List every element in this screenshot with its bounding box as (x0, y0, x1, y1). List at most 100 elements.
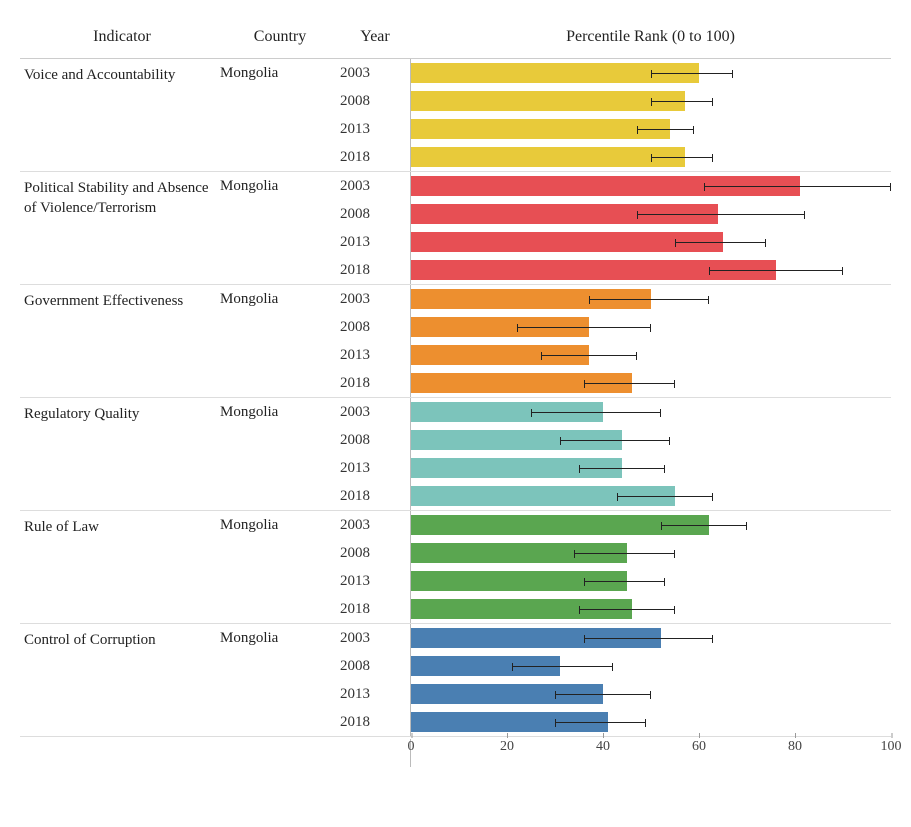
bar-track (410, 59, 891, 87)
year-label: 2003 (340, 404, 410, 421)
error-bar (709, 270, 843, 271)
x-axis: 020406080100 (20, 739, 891, 767)
governance-chart: Indicator Country Year Percentile Rank (… (20, 20, 891, 767)
data-row: 2013 (340, 680, 891, 708)
error-bar (555, 722, 646, 723)
data-row: 2003 (340, 285, 891, 313)
year-label: 2013 (340, 460, 410, 477)
bar (411, 119, 670, 139)
country-label: Mongolia (220, 624, 340, 736)
bar-track (410, 708, 891, 736)
data-row: 2008 (340, 652, 891, 680)
year-label: 2013 (340, 234, 410, 251)
error-bar (512, 666, 613, 667)
data-row: 2008 (340, 313, 891, 341)
bar-track (410, 539, 891, 567)
axis-track: 020406080100 (410, 739, 891, 767)
year-label: 2018 (340, 601, 410, 618)
indicator-label: Regulatory Quality (20, 398, 220, 510)
indicator-group: Rule of LawMongolia2003200820132018 (20, 511, 891, 624)
error-bar (560, 440, 670, 441)
indicator-label: Voice and Accountability (20, 59, 220, 171)
group-rows: 2003 2008 2013 2018 (340, 624, 891, 736)
error-bar (637, 214, 805, 215)
year-label: 2018 (340, 375, 410, 392)
bar-track (410, 595, 891, 623)
error-bar (517, 327, 651, 328)
year-label: 2018 (340, 262, 410, 279)
bar-track (410, 87, 891, 115)
bar-track (410, 228, 891, 256)
data-row: 2008 (340, 539, 891, 567)
year-label: 2008 (340, 658, 410, 675)
bar-track (410, 511, 891, 539)
error-bar (637, 129, 695, 130)
year-label: 2008 (340, 206, 410, 223)
indicator-group: Control of CorruptionMongolia20032008201… (20, 624, 891, 737)
bar-track (410, 256, 891, 284)
error-bar (651, 73, 733, 74)
year-label: 2013 (340, 347, 410, 364)
data-row: 2008 (340, 426, 891, 454)
group-rows: 2003 2008 2013 2018 (340, 59, 891, 171)
group-rows: 2003 2008 2013 2018 (340, 172, 891, 284)
error-bar (584, 581, 666, 582)
data-row: 2018 (340, 482, 891, 510)
data-row: 2018 (340, 708, 891, 736)
bar-track (410, 285, 891, 313)
year-label: 2013 (340, 121, 410, 138)
error-bar (661, 525, 747, 526)
bar-track (410, 652, 891, 680)
year-label: 2013 (340, 573, 410, 590)
bar-track (410, 567, 891, 595)
year-label: 2003 (340, 65, 410, 82)
year-label: 2008 (340, 93, 410, 110)
indicator-label: Government Effectiveness (20, 285, 220, 397)
error-bar (541, 355, 637, 356)
bar-track (410, 369, 891, 397)
year-label: 2003 (340, 291, 410, 308)
error-bar (584, 383, 675, 384)
data-row: 2003 (340, 624, 891, 652)
year-label: 2003 (340, 178, 410, 195)
data-row: 2018 (340, 595, 891, 623)
bar-track (410, 341, 891, 369)
year-label: 2018 (340, 149, 410, 166)
country-label: Mongolia (220, 285, 340, 397)
error-bar (531, 412, 661, 413)
indicator-group: Political Stability and Absence of Viole… (20, 172, 891, 285)
data-row: 2018 (340, 143, 891, 171)
group-rows: 2003 2008 2013 2018 (340, 285, 891, 397)
header-year: Year (340, 28, 410, 46)
indicator-group: Voice and AccountabilityMongolia20032008… (20, 59, 891, 172)
indicator-label: Political Stability and Absence of Viole… (20, 172, 220, 284)
header-row: Indicator Country Year Percentile Rank (… (20, 20, 891, 59)
country-label: Mongolia (220, 398, 340, 510)
group-rows: 2003 2008 2013 2018 (340, 511, 891, 623)
error-bar (651, 157, 713, 158)
year-label: 2008 (340, 545, 410, 562)
bar (411, 147, 685, 167)
year-label: 2018 (340, 488, 410, 505)
indicator-group: Government EffectivenessMongolia2003 2008… (20, 285, 891, 398)
header-country: Country (220, 28, 340, 46)
data-row: 2013 (340, 567, 891, 595)
bar-track (410, 313, 891, 341)
header-indicator: Indicator (20, 28, 220, 46)
data-row: 2013 (340, 341, 891, 369)
group-rows: 2003 2008 2013 2018 (340, 398, 891, 510)
indicator-label: Rule of Law (20, 511, 220, 623)
bar (411, 91, 685, 111)
year-label: 2003 (340, 517, 410, 534)
data-row: 2013 (340, 454, 891, 482)
data-row: 2003 (340, 511, 891, 539)
error-bar (651, 101, 713, 102)
error-bar (555, 694, 651, 695)
axis-tick: 80 (788, 739, 802, 755)
error-bar (704, 186, 891, 187)
bar-track (410, 172, 891, 200)
year-label: 2013 (340, 686, 410, 703)
indicator-group: Regulatory QualityMongolia20032008201320… (20, 398, 891, 511)
year-label: 2003 (340, 630, 410, 647)
error-bar (579, 609, 675, 610)
